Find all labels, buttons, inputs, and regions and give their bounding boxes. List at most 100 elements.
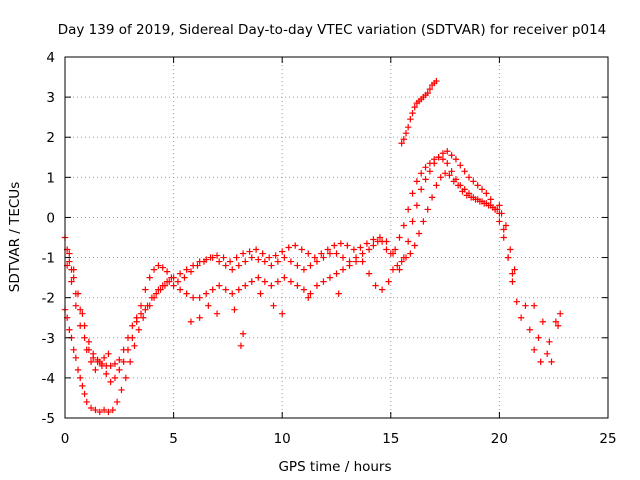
- data-point: [205, 302, 212, 309]
- data-point: [87, 404, 95, 412]
- data-point: [472, 196, 479, 203]
- data-point: [155, 262, 162, 269]
- data-point: [300, 266, 308, 273]
- data-point: [285, 244, 292, 251]
- data-point: [424, 206, 431, 213]
- data-point: [133, 318, 140, 325]
- data-point: [413, 178, 421, 185]
- data-point: [441, 170, 449, 177]
- data-point: [176, 286, 184, 293]
- data-point: [407, 115, 414, 123]
- data-point: [168, 274, 175, 281]
- data-point: [248, 278, 255, 285]
- data-point: [359, 258, 366, 265]
- data-point: [150, 266, 158, 273]
- data-point: [530, 302, 538, 309]
- data-point: [100, 406, 108, 414]
- data-point: [81, 390, 88, 398]
- y-tick-label: 1: [46, 170, 55, 186]
- data-point: [433, 182, 440, 189]
- data-point: [365, 270, 373, 277]
- data-point: [126, 358, 134, 366]
- data-point: [68, 278, 75, 285]
- data-point: [237, 342, 245, 349]
- data-point: [372, 282, 379, 289]
- plot-frame: [64, 56, 609, 419]
- data-point: [98, 362, 106, 370]
- data-point: [448, 152, 455, 159]
- data-point: [539, 318, 547, 325]
- data-point: [370, 236, 377, 243]
- data-point: [444, 148, 451, 155]
- data-point: [124, 346, 132, 354]
- data-point: [109, 406, 116, 414]
- data-point: [415, 230, 423, 237]
- data-point: [389, 266, 397, 273]
- data-point: [200, 258, 208, 265]
- data-point: [409, 109, 416, 117]
- data-point: [557, 310, 564, 317]
- data-point: [396, 266, 403, 273]
- data-point: [242, 258, 249, 265]
- data-point: [96, 358, 103, 366]
- data-point: [546, 338, 553, 345]
- data-point: [135, 326, 143, 333]
- data-point: [398, 140, 405, 147]
- data-point: [270, 302, 277, 309]
- data-point: [413, 202, 421, 209]
- data-point: [400, 136, 408, 143]
- data-point: [150, 294, 158, 301]
- data-point: [155, 286, 162, 293]
- data-point: [307, 290, 314, 297]
- data-point: [281, 274, 288, 281]
- data-point: [526, 326, 534, 333]
- data-point: [294, 262, 301, 269]
- data-point: [435, 154, 442, 161]
- data-point: [439, 150, 447, 157]
- data-point: [409, 218, 416, 225]
- data-point: [235, 262, 242, 269]
- data-point: [226, 258, 234, 265]
- data-point: [543, 350, 551, 358]
- data-point: [548, 358, 555, 366]
- data-point: [483, 190, 490, 197]
- data-point: [422, 164, 429, 171]
- data-point: [265, 254, 273, 261]
- data-point: [313, 282, 321, 289]
- data-point: [74, 366, 82, 374]
- data-point: [239, 250, 247, 257]
- data-point: [439, 156, 447, 163]
- data-point: [517, 314, 525, 321]
- data-point: [220, 254, 227, 261]
- data-point: [500, 226, 507, 233]
- data-point: [452, 156, 460, 163]
- data-point: [511, 266, 518, 273]
- data-point: [118, 386, 125, 394]
- data-point: [187, 318, 195, 325]
- grid: [65, 57, 608, 418]
- data-point: [389, 250, 397, 257]
- data-point: [70, 346, 77, 354]
- data-point: [137, 302, 145, 309]
- data-point: [383, 246, 390, 253]
- x-tick-label: 20: [491, 431, 508, 447]
- data-point: [298, 246, 305, 253]
- data-point: [418, 186, 425, 193]
- data-point: [411, 242, 418, 249]
- data-point: [100, 354, 108, 362]
- data-point: [326, 250, 334, 257]
- data-point: [116, 366, 123, 374]
- data-point: [409, 190, 416, 197]
- data-point: [183, 266, 190, 273]
- data-point: [183, 290, 190, 297]
- data-point: [402, 130, 410, 137]
- data-point: [485, 202, 492, 209]
- data-point: [359, 250, 366, 257]
- data-point: [146, 302, 153, 309]
- data-point: [500, 234, 507, 241]
- data-point: [428, 194, 436, 201]
- data-point: [552, 318, 560, 325]
- data-point: [279, 310, 286, 317]
- data-point: [509, 270, 516, 277]
- series-track-b: [61, 170, 518, 370]
